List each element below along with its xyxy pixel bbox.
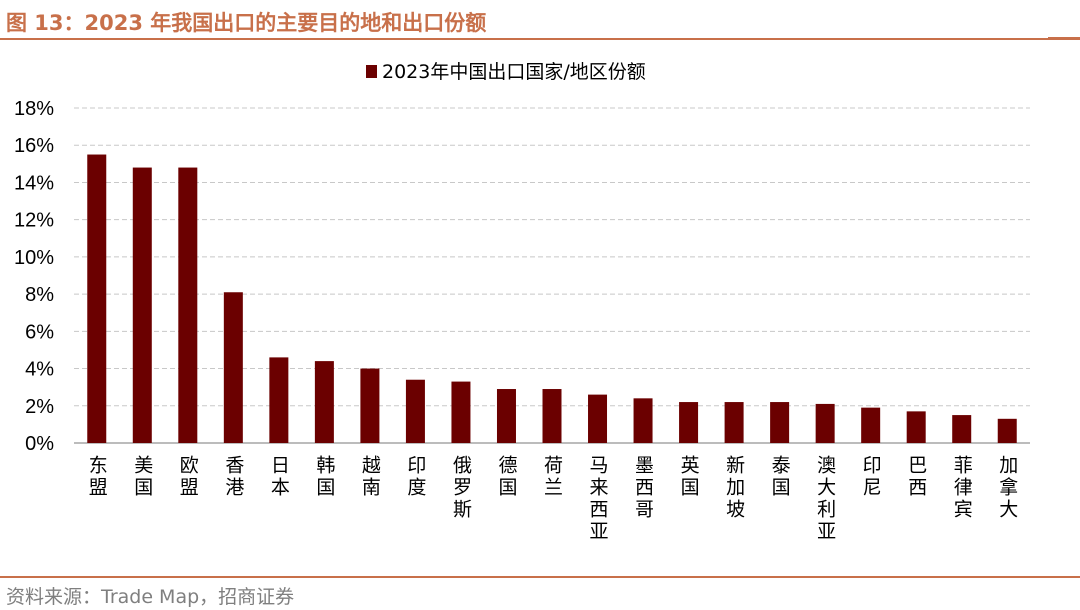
x-tick-label: 香港 [222, 455, 244, 499]
bar-chart: 东盟 美国 欧盟 香港 日本 韩国 越南 印度 俄罗斯 德国 荷兰 马来西亚 墨西哥 英国 新加坡 泰国 澳大利… [14, 61, 1030, 543]
bar-16 [815, 403, 835, 443]
x-tick-label: 荷兰 [541, 455, 563, 499]
figure-header: 图 13：2023 年我国出口的主要目的地和出口份额 [0, 0, 1080, 40]
bar-11 [588, 394, 608, 443]
bar-7 [405, 379, 425, 443]
bar-5 [314, 361, 334, 443]
x-tick-label: 欧盟 [177, 455, 199, 499]
footer-rule [0, 576, 1080, 578]
x-tick-label: 巴西 [905, 455, 927, 499]
x-tick-label: 东盟 [86, 455, 108, 499]
bar-14 [724, 402, 744, 443]
title-rule [0, 38, 1048, 40]
bar-8 [451, 381, 471, 443]
x-tick-label: 韩国 [313, 455, 335, 499]
x-tick-label: 菲律宾 [951, 455, 973, 521]
bar-12 [633, 398, 653, 443]
x-tick-label: 日本 [268, 455, 290, 499]
bars [87, 154, 1017, 444]
x-tick-label: 德国 [495, 455, 517, 499]
bar-6 [360, 368, 380, 443]
y-tick-label: 8% [25, 284, 54, 306]
gridlines [74, 107, 1030, 407]
bar-1 [132, 167, 152, 444]
y-tick-label: 10% [14, 247, 54, 269]
bar-19 [952, 415, 972, 443]
bar-18 [906, 411, 926, 443]
bar-13 [679, 402, 699, 443]
title-rule-accent [1048, 37, 1080, 40]
figure-title: 图 13：2023 年我国出口的主要目的地和出口份额 [6, 11, 487, 35]
bar-10 [542, 389, 562, 443]
bar-2 [178, 167, 198, 444]
y-tick-label: 0% [25, 433, 54, 455]
x-tick-label: 马来西亚 [587, 455, 609, 543]
y-tick-label: 16% [14, 135, 54, 157]
x-tick-label: 印尼 [860, 455, 882, 499]
x-tick-labels: 东盟 美国 欧盟 香港 日本 韩国 越南 印度 俄罗斯 德国 荷兰 马来西亚 墨西哥 英国 新加坡 泰国 澳大利… [86, 455, 1018, 543]
bar-9 [496, 389, 516, 443]
y-tick-label: 2% [25, 396, 54, 418]
y-tick-labels: 0% 2% 4% 6% 8% 10% 12% 14% 16% 18% [14, 98, 54, 455]
y-tick-label: 4% [25, 359, 54, 381]
x-tick-label: 印度 [404, 455, 426, 499]
legend-label: 2023年中国出口国家/地区份额 [382, 61, 646, 83]
x-tick-label: 加拿大 [996, 455, 1018, 521]
y-tick-label: 18% [14, 98, 54, 120]
bar-3 [223, 292, 243, 443]
x-tick-label: 俄罗斯 [450, 455, 472, 521]
bar-0 [87, 154, 107, 443]
y-tick-label: 12% [14, 210, 54, 232]
bar-17 [861, 407, 881, 443]
x-tick-label: 澳大利亚 [814, 455, 836, 543]
legend: 2023年中国出口国家/地区份额 [366, 61, 646, 83]
x-tick-label: 墨西哥 [632, 455, 654, 521]
x-tick-label: 泰国 [769, 455, 791, 499]
bar-15 [770, 402, 790, 443]
legend-swatch [366, 65, 377, 78]
x-tick-label: 美国 [131, 455, 153, 499]
x-tick-label: 新加坡 [723, 455, 745, 521]
x-tick-label: 越南 [359, 455, 381, 499]
y-tick-label: 14% [14, 172, 54, 194]
bar-20 [997, 418, 1017, 443]
source-note: 资料来源：Trade Map，招商证券 [6, 586, 295, 608]
y-tick-label: 6% [25, 321, 54, 343]
bar-4 [269, 357, 289, 443]
x-tick-label: 英国 [678, 455, 700, 499]
